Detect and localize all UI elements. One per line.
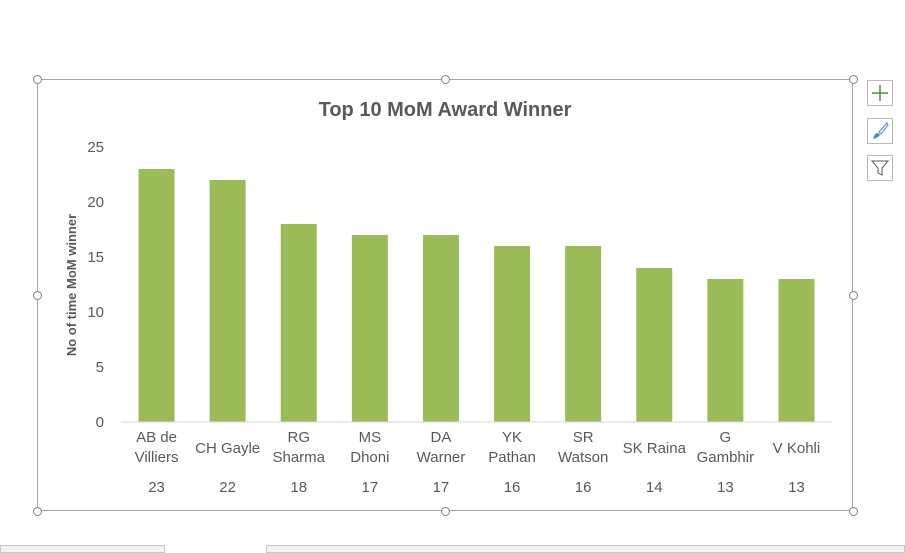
sheet-tab[interactable]: [266, 545, 905, 553]
x-tick-label: Sharma: [272, 449, 325, 466]
y-tick-label: 15: [87, 249, 104, 266]
data-table-value: 23: [148, 479, 165, 496]
data-table-value: 17: [433, 479, 450, 496]
x-tick-label: Villiers: [135, 449, 179, 466]
x-tick-label: DA: [431, 429, 452, 446]
bar[interactable]: [280, 224, 317, 422]
bars: [138, 169, 815, 422]
x-tick-label: YK: [502, 429, 522, 446]
y-axis-ticks: 0 5 10 15 20 25: [87, 139, 104, 431]
bar[interactable]: [565, 246, 602, 422]
data-table-value: 18: [290, 479, 307, 496]
x-tick-label: SK Raina: [623, 440, 687, 457]
filter-icon: [870, 160, 890, 176]
data-table-value: 17: [362, 479, 379, 496]
chart-elements-button[interactable]: [867, 80, 893, 106]
x-tick-label: AB de: [136, 429, 177, 446]
sheet-tab[interactable]: [0, 545, 165, 553]
data-table-value: 22: [219, 479, 236, 496]
x-tick-label: Gambhir: [697, 449, 755, 466]
brush-icon: [873, 122, 889, 139]
resize-handle-bottom-left[interactable]: [33, 507, 42, 516]
x-tick-label: Dhoni: [350, 449, 389, 466]
data-table-value: 16: [575, 479, 592, 496]
bar[interactable]: [494, 246, 531, 422]
resize-handle-top-left[interactable]: [33, 75, 42, 84]
x-tick-label: RG: [288, 429, 311, 446]
data-table-value: 14: [646, 479, 663, 496]
plus-icon: [872, 85, 888, 101]
chart-title: Top 10 MoM Award Winner: [319, 99, 572, 121]
data-table-value: 13: [717, 479, 734, 496]
data-table-row: 23 22 18 17 17 16 16 14 13 13: [148, 479, 805, 496]
y-tick-label: 20: [87, 194, 104, 211]
resize-handle-middle-right[interactable]: [849, 291, 858, 300]
resize-handle-bottom-right[interactable]: [849, 507, 858, 516]
bar[interactable]: [351, 235, 388, 422]
y-tick-label: 10: [87, 304, 104, 321]
x-tick-label: Watson: [558, 449, 608, 466]
bar[interactable]: [422, 235, 459, 422]
data-table-value: 13: [788, 479, 805, 496]
bar[interactable]: [636, 268, 673, 422]
x-tick-label: SR: [573, 429, 594, 446]
resize-handle-top-right[interactable]: [849, 75, 858, 84]
x-tick-label: MS: [359, 429, 382, 446]
bar[interactable]: [778, 279, 815, 422]
y-tick-label: 25: [87, 139, 104, 156]
y-axis-title: No of time MoM winner: [64, 214, 79, 356]
x-tick-label: Pathan: [488, 449, 536, 466]
bar[interactable]: [209, 180, 246, 422]
chart-styles-button[interactable]: [867, 118, 893, 144]
resize-handle-bottom-center[interactable]: [441, 507, 450, 516]
x-tick-label: V Kohli: [773, 440, 821, 457]
bar[interactable]: [138, 169, 175, 422]
data-table-value: 16: [504, 479, 521, 496]
x-tick-label: Warner: [417, 449, 466, 466]
x-tick-label: G: [720, 429, 732, 446]
y-tick-label: 0: [96, 414, 104, 431]
y-tick-label: 5: [96, 359, 104, 376]
resize-handle-middle-left[interactable]: [33, 291, 42, 300]
resize-handle-top-center[interactable]: [441, 75, 450, 84]
x-axis-labels: AB de Villiers CH Gayle RG Sharma MS Dhoni DA Wa…: [135, 429, 821, 466]
x-tick-label: CH Gayle: [195, 440, 260, 457]
chart-filters-button[interactable]: [867, 155, 893, 181]
bar[interactable]: [707, 279, 744, 422]
